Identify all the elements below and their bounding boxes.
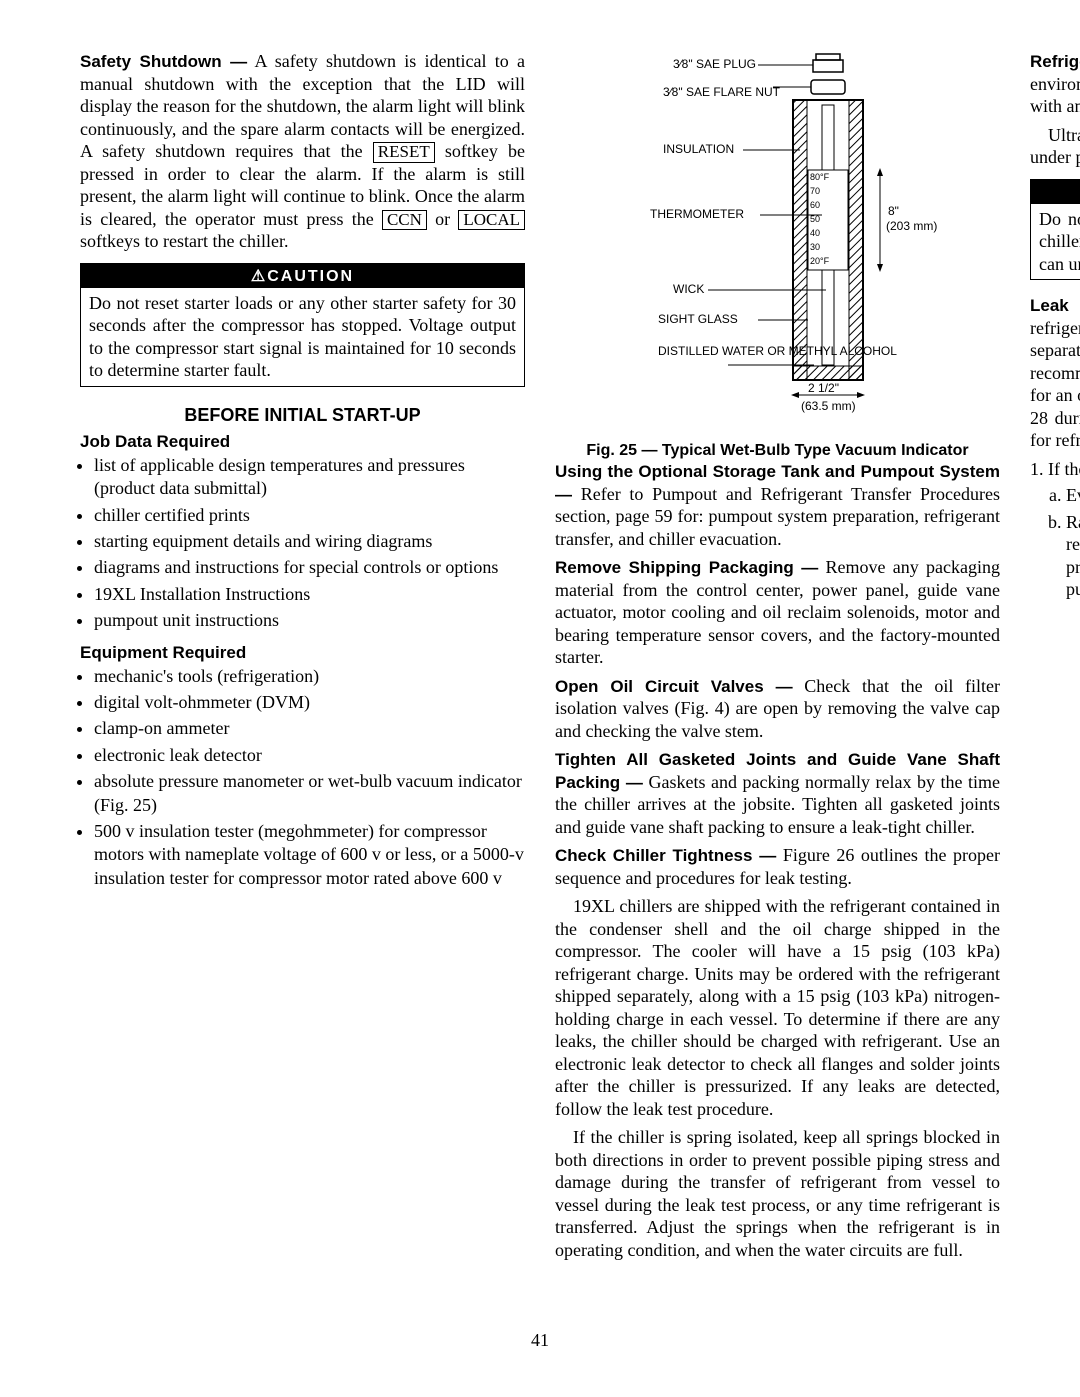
- svg-text:(203 mm): (203 mm): [886, 219, 937, 233]
- svg-text:3⁄8" SAE PLUG: 3⁄8" SAE PLUG: [673, 57, 756, 71]
- figure-25: 3⁄8" SAE PLUG 3⁄8" SAE FLARE NUT 80°F: [555, 50, 1000, 460]
- check-para-2: 19XL chillers are shipped with the refri…: [555, 895, 1000, 1120]
- svg-text:8": 8": [888, 204, 899, 218]
- svg-text:30: 30: [810, 242, 820, 252]
- leak-steps: If the pressure readings are normal for …: [1048, 458, 1080, 601]
- equipment-title: Equipment Required: [80, 643, 525, 663]
- local-key: LOCAL: [458, 210, 525, 231]
- list-item: Raise the chiller pressure, if necessary…: [1066, 511, 1080, 601]
- remove-para: Remove Shipping Packaging — Remove any p…: [555, 556, 1000, 669]
- safety-heading: Safety Shutdown —: [80, 52, 247, 71]
- warning-box: WARNING Do not use air or oxygen as a me…: [1030, 179, 1080, 281]
- svg-text:40: 40: [810, 228, 820, 238]
- open-para: Open Oil Circuit Valves — Check that the…: [555, 675, 1000, 743]
- list-item: If the pressure readings are normal for …: [1048, 458, 1080, 601]
- svg-text:SIGHT GLASS: SIGHT GLASS: [658, 312, 738, 326]
- tighten-para: Tighten All Gasketed Joints and Guide Va…: [555, 748, 1000, 838]
- check-para-3: If the chiller is spring isolated, keep …: [555, 1126, 1000, 1261]
- list-item: starting equipment details and wiring di…: [94, 530, 525, 553]
- svg-text:INSULATION: INSULATION: [663, 142, 734, 156]
- svg-text:DISTILLED WATER OR METHYL ALCO: DISTILLED WATER OR METHYL ALCOHOL: [658, 344, 897, 358]
- leak-para: Leak Test Chiller — Due to regulations r…: [1030, 294, 1080, 452]
- svg-text:80°F: 80°F: [810, 172, 830, 182]
- list-item: diagrams and instructions for special co…: [94, 556, 525, 579]
- list-item: mechanic's tools (refrigeration): [94, 665, 525, 688]
- svg-text:20°F: 20°F: [810, 256, 830, 266]
- list-item: pumpout unit instructions: [94, 609, 525, 632]
- svg-text:70: 70: [810, 186, 820, 196]
- list-item: Evacuate the holding charge from the ves…: [1066, 484, 1080, 507]
- caution-box: CAUTION Do not reset starter loads or an…: [80, 263, 525, 387]
- job-data-title: Job Data Required: [80, 432, 525, 452]
- job-data-list: list of applicable design temperatures a…: [94, 454, 525, 633]
- list-item: digital volt-ohmmeter (DVM): [94, 691, 525, 714]
- caution-body: Do not reset starter loads or any other …: [81, 288, 524, 386]
- reset-key: RESET: [373, 142, 435, 163]
- safety-shutdown-para: Safety Shutdown — A safety shutdown is i…: [80, 50, 525, 253]
- list-item: electronic leak detector: [94, 744, 525, 767]
- svg-text:THERMOMETER: THERMOMETER: [650, 207, 744, 221]
- figure-25-caption: Fig. 25 — Typical Wet-Bulb Type Vacuum I…: [555, 441, 1000, 460]
- page-number: 41: [0, 1320, 1080, 1351]
- caution-head: CAUTION: [81, 264, 524, 288]
- list-item: 19XL Installation Instructions: [94, 583, 525, 606]
- list-item: list of applicable design temperatures a…: [94, 454, 525, 501]
- check-para-1: Check Chiller Tightness — Figure 26 outl…: [555, 844, 1000, 889]
- vacuum-indicator-diagram: 3⁄8" SAE PLUG 3⁄8" SAE FLARE NUT 80°F: [608, 50, 948, 430]
- svg-text:3⁄8" SAE FLARE NUT: 3⁄8" SAE FLARE NUT: [663, 85, 781, 99]
- warning-body: Do not use air or oxygen as a means of p…: [1031, 204, 1080, 280]
- before-initial-title: BEFORE INITIAL START-UP: [80, 405, 525, 426]
- ccn-key: CCN: [382, 210, 427, 231]
- svg-text:WICK: WICK: [673, 282, 704, 296]
- warning-head: WARNING: [1031, 180, 1080, 204]
- list-item: 500 v insulation tester (megohmmeter) fo…: [94, 820, 525, 890]
- list-item: chiller certified prints: [94, 504, 525, 527]
- tracer-para-1: Refrigerant Tracer — Carrier recommends …: [1030, 50, 1080, 118]
- list-item: absolute pressure manometer or wet-bulb …: [94, 770, 525, 817]
- equipment-list: mechanic's tools (refrigeration) digital…: [94, 665, 525, 891]
- tracer-para-2: Ultrasonic leak detectors also can be us…: [1030, 124, 1080, 169]
- svg-text:60: 60: [810, 200, 820, 210]
- svg-text:2 1/2": 2 1/2": [808, 381, 839, 395]
- svg-text:(63.5 mm): (63.5 mm): [801, 399, 856, 413]
- storage-para: Using the Optional Storage Tank and Pump…: [555, 460, 1000, 550]
- list-item: clamp-on ammeter: [94, 717, 525, 740]
